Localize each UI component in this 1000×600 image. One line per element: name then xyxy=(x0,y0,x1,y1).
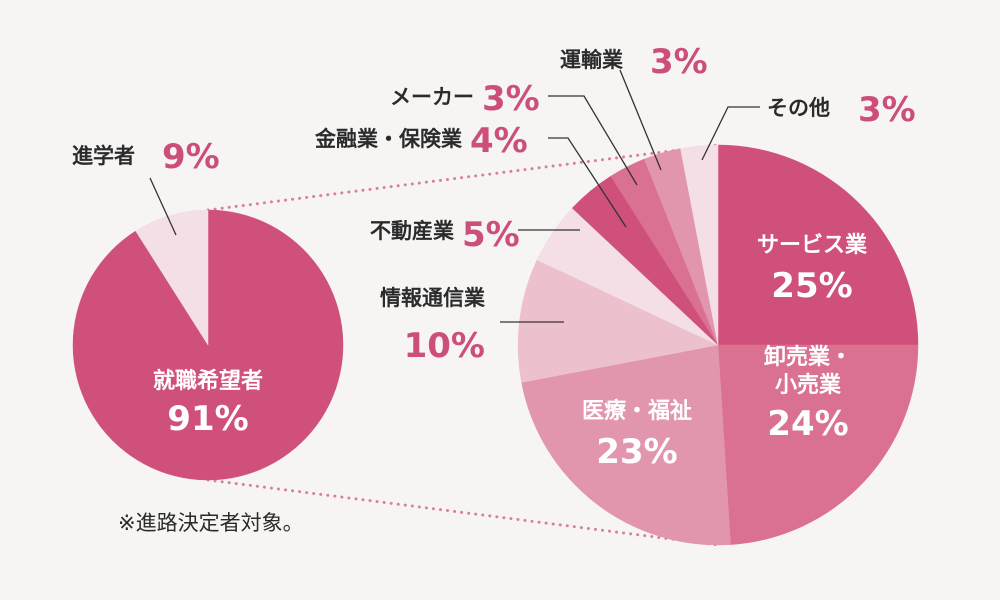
pie2-slice-1-label: サービス業 xyxy=(757,233,868,258)
pie2-slice-1-value: 25% xyxy=(771,266,852,306)
pie2-slice-7-leader-line xyxy=(548,95,638,186)
pie2-slice-1 xyxy=(717,144,919,346)
pie2-slice-2-value: 24% xyxy=(767,404,848,444)
pie1-slice-2-leader-line xyxy=(149,177,177,236)
connector-line-top xyxy=(206,143,720,212)
pie2-slice-3-label: 医療・福祉 xyxy=(582,398,692,424)
pie1-slice-2 xyxy=(135,209,209,346)
pie2-slice-6-label: 金融業・保険業 xyxy=(314,127,463,151)
pie1-slice-2-label: 進学者 xyxy=(72,144,135,168)
pie2-slice-2-label-line-2: 小売業 xyxy=(775,372,842,398)
footnote: ※進路決定者対象。 xyxy=(118,511,304,535)
pie2-slice-7-value: 3% xyxy=(482,79,540,119)
pie2-slice-3-value: 23% xyxy=(596,432,677,472)
pie2-slice-4 xyxy=(517,259,719,383)
pie2-slice-9-value: 3% xyxy=(858,90,916,130)
pie2-slice-5-label: 不動産業 xyxy=(370,219,455,243)
pie2-slice-8-value: 3% xyxy=(650,42,708,82)
pie2-slice-2 xyxy=(717,344,919,545)
pie2-slice-8-leader-line xyxy=(619,69,662,171)
pie1-slice-1-label: 就職希望者 xyxy=(153,368,263,394)
pie1-slice-2-value: 9% xyxy=(162,137,220,177)
pie2-slice-6-leader-line xyxy=(548,137,627,228)
pie2-slice-4-value: 10% xyxy=(404,326,485,366)
pie2-slice-9 xyxy=(680,144,719,346)
connector-line-bottom xyxy=(206,478,720,547)
pie2-slice-9-leader-line xyxy=(701,106,760,161)
pie1-slice-1-value: 91% xyxy=(167,399,248,439)
pie2-slice-6-value: 4% xyxy=(470,121,528,161)
pie2-slice-4-label: 情報通信業 xyxy=(380,286,486,310)
pie2-slice-2-label-line-1: 卸売業・ xyxy=(764,344,852,370)
pie2-slice-8-label: 運輸業 xyxy=(560,48,624,72)
pie2-slice-5-value: 5% xyxy=(462,215,520,255)
pie2-slice-7-label: メーカー xyxy=(390,85,474,109)
pie2-slice-3 xyxy=(521,344,731,546)
pie2-slice-9-label: その他 xyxy=(767,96,830,120)
